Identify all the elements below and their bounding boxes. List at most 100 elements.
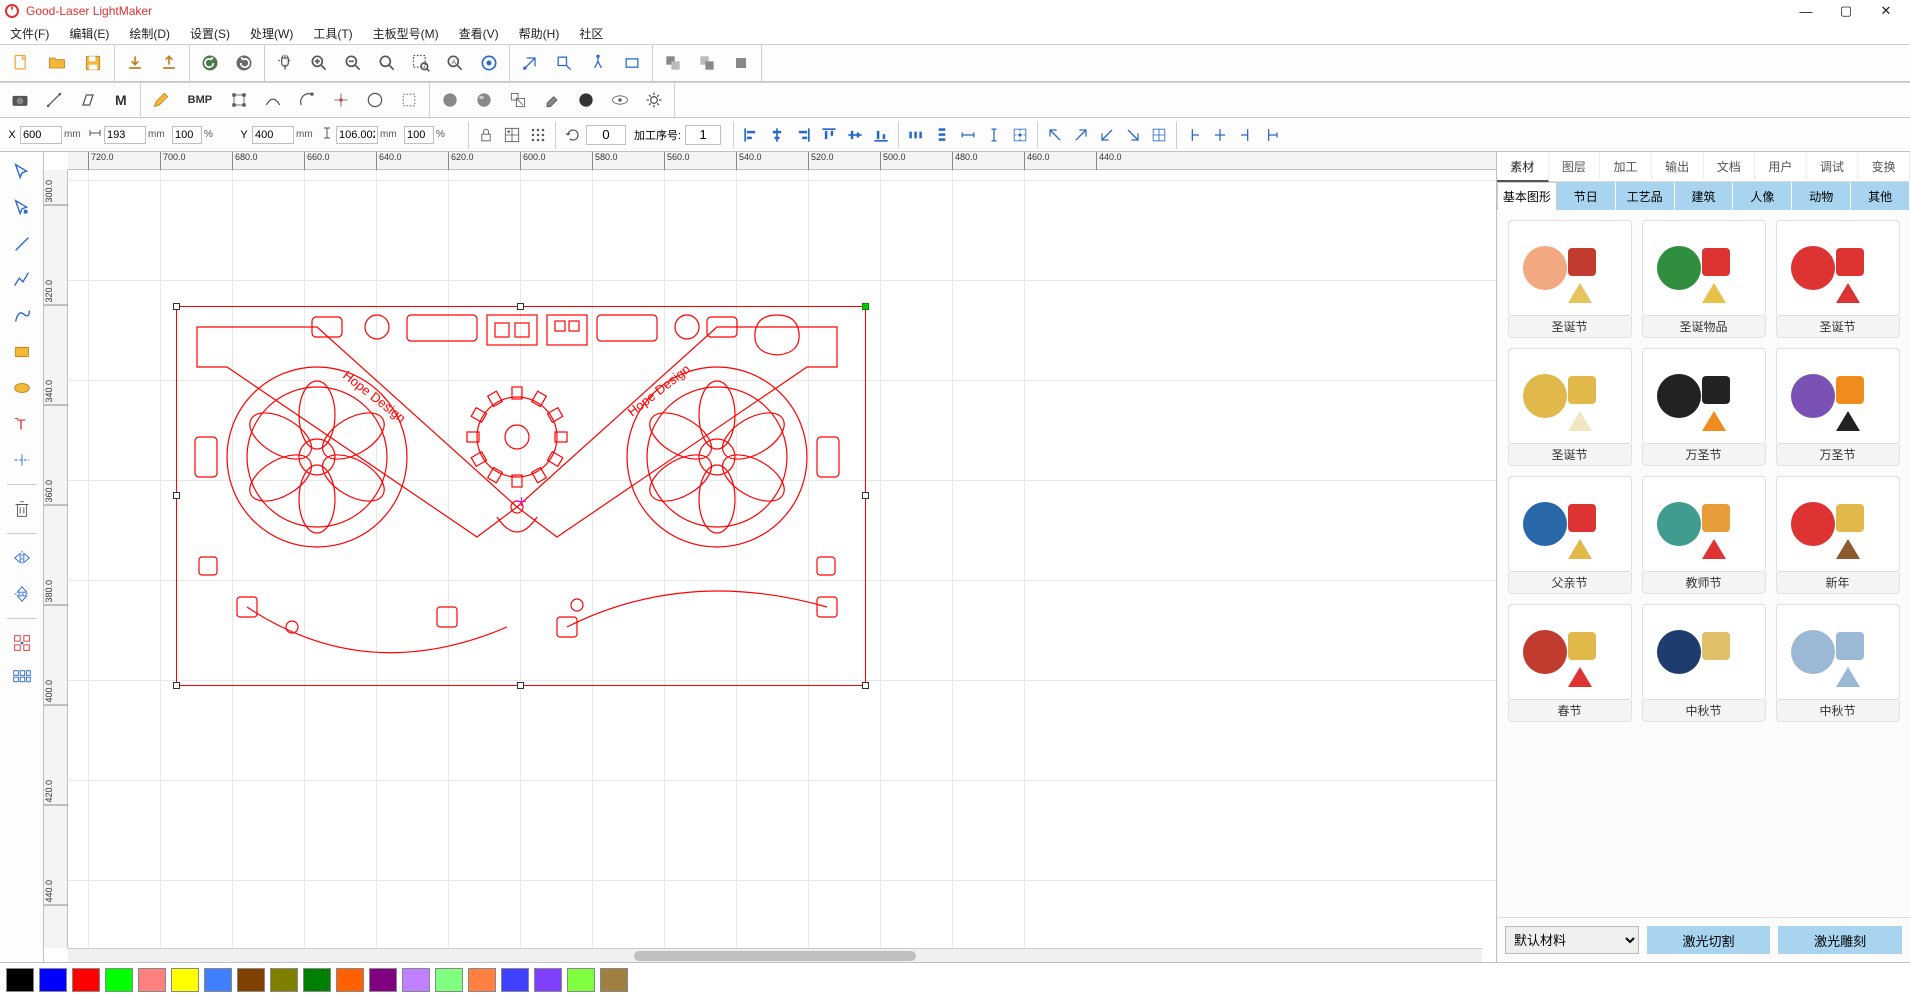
color-swatch[interactable]: [105, 968, 133, 992]
centerline-tool[interactable]: [4, 444, 40, 476]
color-swatch[interactable]: [204, 968, 232, 992]
panel-tab[interactable]: 文档: [1704, 152, 1756, 182]
color-swatch[interactable]: [468, 968, 496, 992]
menu-item[interactable]: 文件(F): [6, 23, 53, 44]
tool-c-button[interactable]: [584, 49, 612, 77]
color-swatch[interactable]: [171, 968, 199, 992]
bracket-end-button[interactable]: [1259, 122, 1285, 148]
snap-button[interactable]: [327, 86, 355, 114]
align-vcenter-button[interactable]: [842, 122, 868, 148]
asset-item[interactable]: 教师节: [1642, 476, 1766, 594]
zoom-in-button[interactable]: [305, 49, 333, 77]
scale-y-input[interactable]: [404, 126, 434, 144]
anchor-dots-button[interactable]: [525, 122, 551, 148]
save-file-button[interactable]: [78, 48, 108, 78]
same-width-button[interactable]: [955, 122, 981, 148]
asset-category[interactable]: 其他: [1851, 182, 1910, 210]
scrollbar-horizontal[interactable]: [68, 948, 1482, 962]
asset-item[interactable]: 圣诞节: [1776, 220, 1900, 338]
arrow-nw-button[interactable]: [1042, 122, 1068, 148]
polyline-tool[interactable]: [4, 264, 40, 296]
selected-design[interactable]: Hope Design Hope Design: [176, 306, 866, 686]
proc-order-input[interactable]: [685, 125, 721, 145]
width-input[interactable]: [104, 126, 146, 144]
panel-tab[interactable]: 变换: [1858, 152, 1910, 182]
new-file-button[interactable]: [6, 48, 36, 78]
maximize-button[interactable]: ▢: [1826, 0, 1866, 22]
preview-button[interactable]: [606, 86, 634, 114]
center-canvas-button[interactable]: [1007, 122, 1033, 148]
tool-b-button[interactable]: [550, 49, 578, 77]
asset-category[interactable]: 工艺品: [1616, 182, 1675, 210]
color-swatch[interactable]: [138, 968, 166, 992]
color-swatch[interactable]: [39, 968, 67, 992]
color-swatch[interactable]: [567, 968, 595, 992]
menu-item[interactable]: 工具(T): [309, 23, 356, 44]
mirror-h-tool[interactable]: [4, 542, 40, 574]
color-swatch[interactable]: [72, 968, 100, 992]
measure-tool-button[interactable]: [40, 86, 68, 114]
asset-category[interactable]: 基本图形: [1497, 182, 1557, 210]
asset-item[interactable]: 万圣节: [1642, 348, 1766, 466]
pencil-tool-button[interactable]: [147, 86, 175, 114]
sphere-button[interactable]: [470, 86, 498, 114]
panel-tab[interactable]: 素材: [1497, 152, 1549, 182]
layer-a-button[interactable]: [659, 49, 687, 77]
align-left-button[interactable]: [738, 122, 764, 148]
menu-item[interactable]: 编辑(E): [65, 23, 113, 44]
bezier-tool[interactable]: [4, 300, 40, 332]
color-swatch[interactable]: [369, 968, 397, 992]
export-button[interactable]: [155, 49, 183, 77]
asset-category[interactable]: 动物: [1792, 182, 1851, 210]
height-input[interactable]: [336, 126, 378, 144]
x-input[interactable]: [20, 126, 62, 144]
align-bottom-button[interactable]: [868, 122, 894, 148]
asset-item[interactable]: 圣诞节: [1508, 348, 1632, 466]
tool-a-button[interactable]: [516, 49, 544, 77]
menu-item[interactable]: 查看(V): [455, 23, 503, 44]
arrow-se-button[interactable]: [1120, 122, 1146, 148]
open-file-button[interactable]: [42, 48, 72, 78]
asset-item[interactable]: 春节: [1508, 604, 1632, 722]
panel-tab[interactable]: 调试: [1807, 152, 1859, 182]
bracket-right-button[interactable]: [1233, 122, 1259, 148]
tool-d-button[interactable]: [618, 49, 646, 77]
zoom-fit-button[interactable]: [373, 49, 401, 77]
select-all-button[interactable]: [395, 86, 423, 114]
line-tool[interactable]: [4, 228, 40, 260]
rotate-button[interactable]: [560, 122, 586, 148]
panel-tab[interactable]: 图层: [1549, 152, 1601, 182]
asset-item[interactable]: 父亲节: [1508, 476, 1632, 594]
anchor-grid-button[interactable]: [499, 122, 525, 148]
panel-tab[interactable]: 加工: [1600, 152, 1652, 182]
asset-item[interactable]: 圣诞节: [1508, 220, 1632, 338]
rotate-input[interactable]: [586, 125, 626, 145]
m-tool-button[interactable]: M: [108, 86, 134, 114]
asset-item[interactable]: 圣诞物品: [1642, 220, 1766, 338]
minimize-button[interactable]: —: [1786, 0, 1826, 22]
bmp-button[interactable]: BMP: [181, 86, 219, 114]
color-swatch[interactable]: [501, 968, 529, 992]
layer-c-button[interactable]: [727, 49, 755, 77]
asset-item[interactable]: 新年: [1776, 476, 1900, 594]
erase-button[interactable]: [538, 86, 566, 114]
laser-cut-button[interactable]: 激光切割: [1647, 926, 1771, 954]
arrow-ne-button[interactable]: [1068, 122, 1094, 148]
array-rect-tool[interactable]: [4, 627, 40, 659]
darken-button[interactable]: [572, 86, 600, 114]
mirror-v-tool[interactable]: [4, 578, 40, 610]
align-hcenter-button[interactable]: [764, 122, 790, 148]
bracket-center-button[interactable]: [1207, 122, 1233, 148]
circle-tool-button[interactable]: [361, 86, 389, 114]
menu-item[interactable]: 主板型号(M): [369, 23, 443, 44]
asset-item[interactable]: 中秋节: [1642, 604, 1766, 722]
color-swatch[interactable]: [435, 968, 463, 992]
skew-tool-button[interactable]: [74, 86, 102, 114]
settings-button[interactable]: [640, 86, 668, 114]
delete-tool[interactable]: [4, 493, 40, 525]
zoom-page-button[interactable]: [475, 49, 503, 77]
same-height-button[interactable]: [981, 122, 1007, 148]
camera-button[interactable]: [6, 86, 34, 114]
color-swatch[interactable]: [270, 968, 298, 992]
menu-item[interactable]: 设置(S): [186, 23, 234, 44]
